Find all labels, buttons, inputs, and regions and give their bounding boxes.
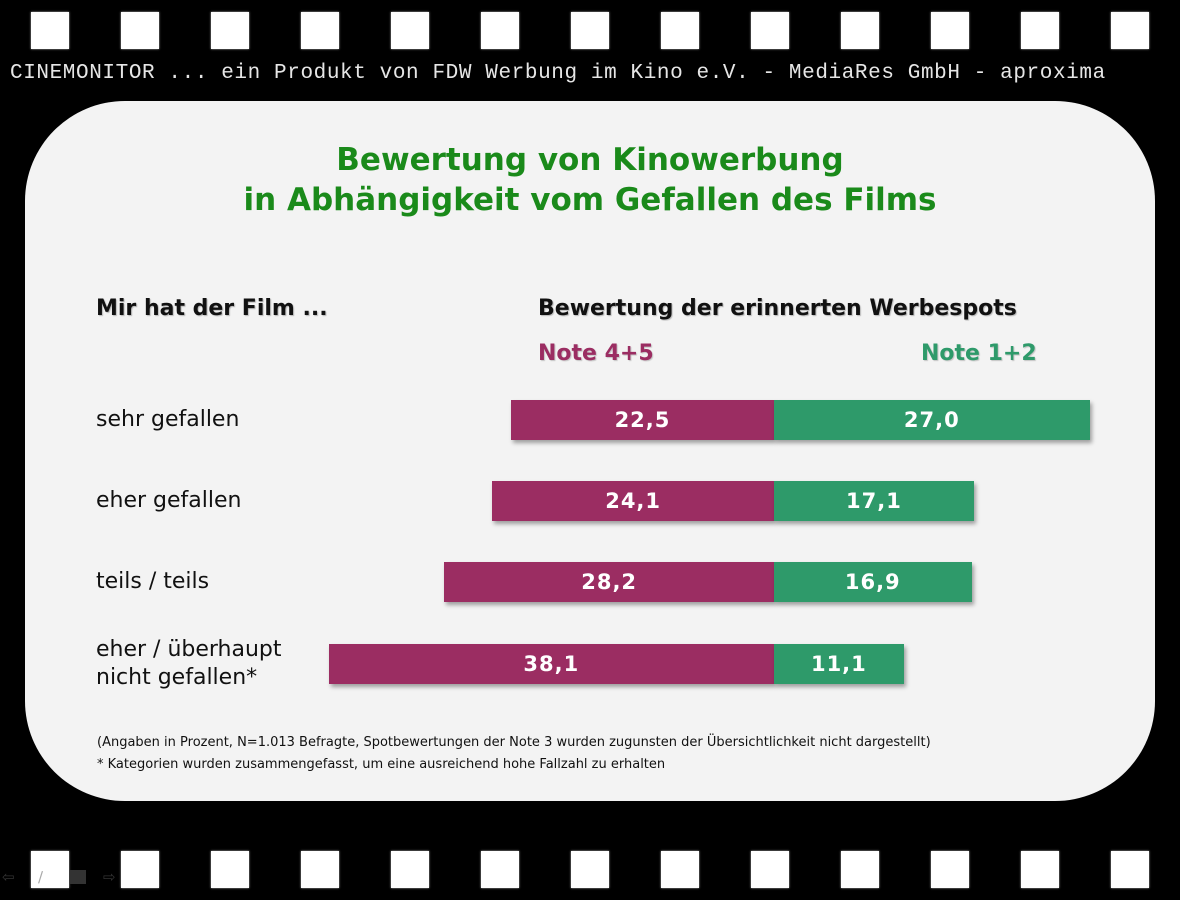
footnote-1: (Angaben in Prozent, N=1.013 Befragte, S… bbox=[97, 735, 931, 750]
value-axis-header: Bewertung der erinnerten Werbespots bbox=[538, 296, 1017, 321]
film-perforation bbox=[211, 12, 249, 49]
brand-line: CINEMONITOR ... ein Produkt von FDW Werb… bbox=[10, 62, 1106, 85]
film-perforation bbox=[751, 12, 789, 49]
prev-arrow-icon[interactable]: ⇦ bbox=[2, 868, 15, 886]
film-perforation bbox=[1021, 851, 1059, 888]
chart-title: Bewertung von Kinowerbung in Abhängigkei… bbox=[0, 140, 1180, 220]
menu-icon[interactable] bbox=[70, 870, 86, 884]
bar-note-1-2: 27,0 bbox=[774, 400, 1090, 440]
film-perforation bbox=[661, 12, 699, 49]
film-perforation bbox=[121, 12, 159, 49]
film-perforation bbox=[841, 851, 879, 888]
bar-note-4-5: 38,1 bbox=[328, 644, 774, 684]
film-perforation bbox=[841, 12, 879, 49]
film-perforation bbox=[931, 851, 969, 888]
film-perforation bbox=[751, 851, 789, 888]
film-perforation bbox=[931, 12, 969, 49]
category-label: teils / teils bbox=[96, 569, 210, 594]
next-arrow-icon[interactable]: ⇨ bbox=[103, 868, 116, 886]
bar-note-4-5: 24,1 bbox=[492, 481, 774, 521]
film-perforation bbox=[301, 851, 339, 888]
pen-icon[interactable]: ∕ bbox=[38, 868, 44, 886]
category-label: eher / überhaupt nicht gefallen* bbox=[96, 637, 282, 690]
footnote-2: * Kategorien wurden zusammengefasst, um … bbox=[97, 757, 666, 772]
film-perforation bbox=[211, 851, 249, 888]
film-perforation bbox=[301, 12, 339, 49]
legend-negative: Note 4+5 bbox=[538, 341, 654, 366]
category-axis-header: Mir hat der Film ... bbox=[96, 296, 328, 321]
category-label: sehr gefallen bbox=[96, 407, 240, 432]
film-perforation bbox=[31, 12, 69, 49]
bar-note-1-2: 17,1 bbox=[774, 481, 974, 521]
film-perforation bbox=[661, 851, 699, 888]
film-perforation bbox=[481, 12, 519, 49]
film-perforation bbox=[31, 851, 69, 888]
chart-title-line-2: in Abhängigkeit vom Gefallen des Films bbox=[243, 182, 937, 218]
bar-note-4-5: 28,2 bbox=[444, 562, 774, 602]
content-panel bbox=[25, 101, 1155, 801]
bar-note-4-5: 22,5 bbox=[510, 400, 774, 440]
bar-note-1-2: 16,9 bbox=[774, 562, 972, 602]
film-strip-bottom bbox=[0, 851, 1180, 891]
slide-nav: ⇦ ∕ ⇨ bbox=[0, 868, 130, 888]
category-label: eher gefallen bbox=[96, 488, 242, 513]
film-perforation bbox=[1111, 851, 1149, 888]
film-perforation bbox=[481, 851, 519, 888]
film-perforation bbox=[571, 851, 609, 888]
film-perforation bbox=[391, 12, 429, 49]
film-perforation bbox=[1111, 12, 1149, 49]
film-strip-top bbox=[0, 12, 1180, 52]
chart-title-line-1: Bewertung von Kinowerbung bbox=[336, 142, 844, 178]
legend-positive: Note 1+2 bbox=[921, 341, 1037, 366]
bar-note-1-2: 11,1 bbox=[774, 644, 904, 684]
film-perforation bbox=[391, 851, 429, 888]
film-perforation bbox=[571, 12, 609, 49]
film-perforation bbox=[1021, 12, 1059, 49]
film-perforation bbox=[121, 851, 159, 888]
